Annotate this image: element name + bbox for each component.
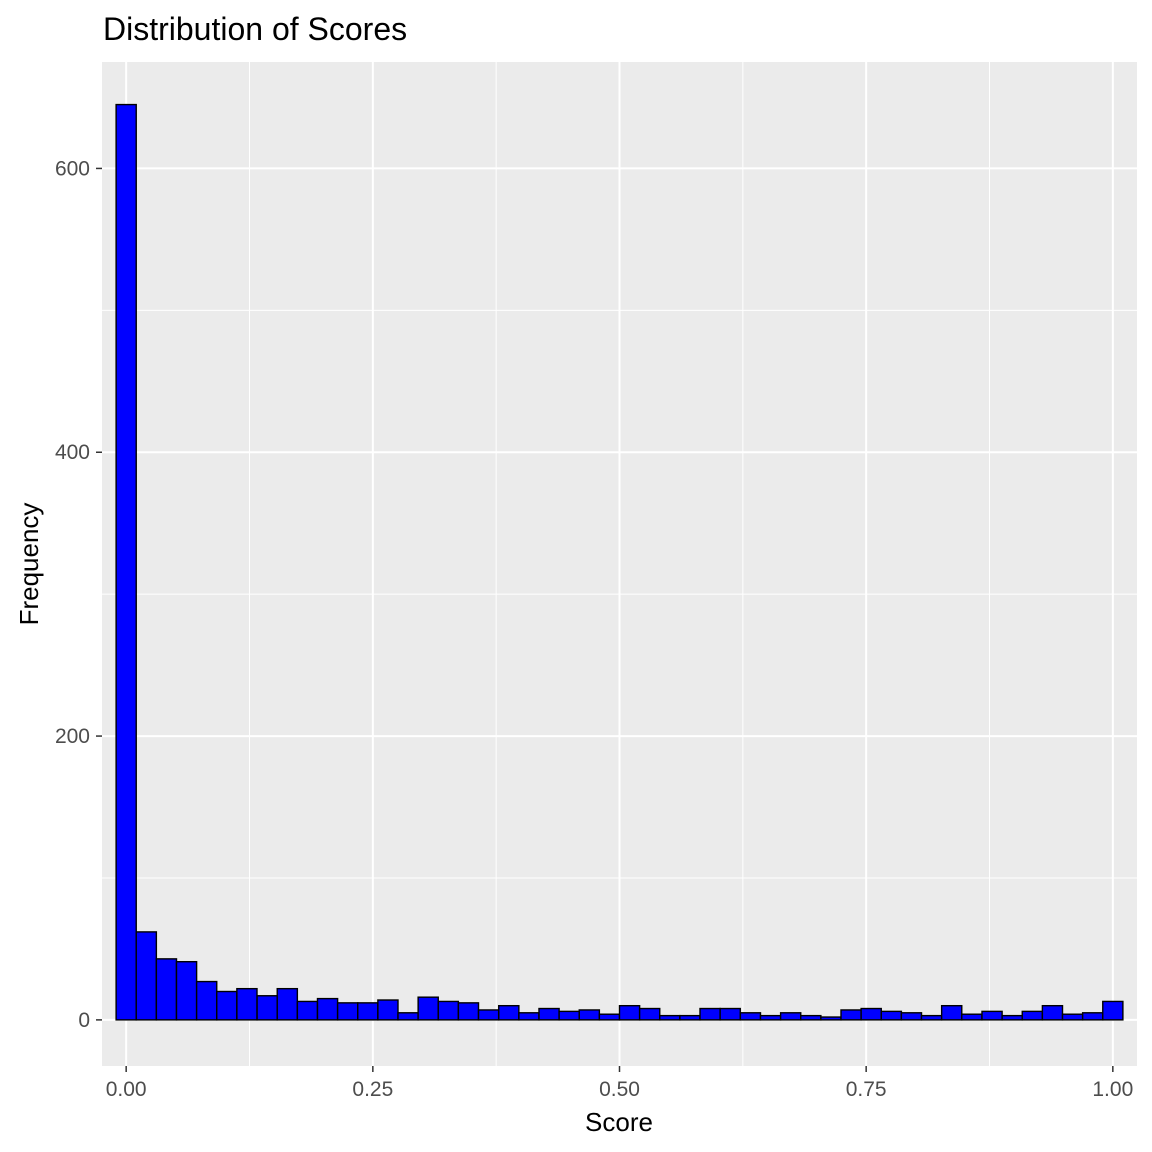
histogram-bar xyxy=(115,103,137,1021)
chart-title: Distribution of Scores xyxy=(103,11,407,47)
plot-panel xyxy=(102,62,1137,1066)
histogram-bar xyxy=(920,1014,943,1021)
histogram-bar xyxy=(155,958,178,1021)
histogram-bar xyxy=(558,1010,580,1021)
x-tick-label: 1.00 xyxy=(1092,1078,1133,1101)
histogram-bar xyxy=(135,931,158,1021)
histogram-bar xyxy=(880,1010,903,1021)
x-axis-title: Score xyxy=(585,1107,653,1137)
histogram-bar xyxy=(1001,1014,1023,1021)
histogram-bar xyxy=(679,1014,701,1021)
histogram-bar xyxy=(1041,1004,1064,1021)
histogram-bar xyxy=(800,1014,822,1021)
x-tick-label: 0.25 xyxy=(352,1078,393,1101)
histogram-bar xyxy=(840,1009,862,1021)
histogram-bar xyxy=(195,980,218,1021)
y-axis-title: Frequency xyxy=(14,503,44,626)
histogram-bar xyxy=(759,1014,782,1021)
histogram-bar xyxy=(820,1016,842,1021)
histogram-bar xyxy=(498,1004,520,1021)
histogram-bar xyxy=(296,1000,319,1021)
x-tick-label: 0.00 xyxy=(106,1078,147,1101)
histogram-bar xyxy=(477,1009,500,1021)
bar-layer xyxy=(115,103,1124,1021)
y-tick-label: 0 xyxy=(78,1009,90,1032)
histogram-bar xyxy=(417,996,439,1021)
histogram-bar xyxy=(216,990,238,1021)
histogram-bar xyxy=(900,1012,923,1021)
histogram-bar xyxy=(377,999,399,1021)
histogram-bar xyxy=(739,1012,762,1021)
histogram-bar xyxy=(457,1002,480,1021)
y-tick-label: 400 xyxy=(55,441,90,464)
histogram-bar xyxy=(538,1007,560,1021)
histogram-bar xyxy=(175,960,198,1021)
y-tick-label: 200 xyxy=(55,725,90,748)
histogram-bar xyxy=(518,1012,540,1021)
histogram-bar xyxy=(336,1002,359,1021)
histogram-bar xyxy=(961,1013,983,1021)
histogram-bar xyxy=(276,987,299,1021)
histogram-bar xyxy=(578,1009,601,1021)
x-tick-label: 0.75 xyxy=(846,1078,887,1101)
histogram-bar xyxy=(236,987,258,1021)
histogram-bar xyxy=(357,1002,379,1021)
histogram-bar xyxy=(256,995,278,1021)
histogram-bar xyxy=(1081,1012,1104,1021)
histogram-bar xyxy=(437,1000,460,1021)
histogram-bar xyxy=(779,1012,802,1021)
histogram-bar xyxy=(316,997,339,1021)
histogram-bar xyxy=(1061,1013,1084,1021)
histogram-bar xyxy=(638,1007,661,1021)
histogram-bar xyxy=(598,1013,621,1021)
histogram-bar xyxy=(981,1010,1003,1021)
axes: 0.00 0.25 0.50 0.75 1.00 0 200 400 600 xyxy=(55,157,1133,1101)
histogram-bar xyxy=(860,1007,882,1021)
histogram-bar xyxy=(719,1007,741,1021)
histogram-bar xyxy=(397,1012,419,1021)
histogram-bar xyxy=(1021,1010,1044,1021)
x-tick-label: 0.50 xyxy=(599,1078,640,1101)
histogram-bar xyxy=(1102,1000,1124,1021)
histogram-bar xyxy=(940,1004,963,1021)
histogram-bar xyxy=(699,1007,721,1021)
y-tick-label: 600 xyxy=(55,157,90,180)
histogram-bar xyxy=(659,1014,681,1021)
histogram-bar xyxy=(618,1004,641,1021)
